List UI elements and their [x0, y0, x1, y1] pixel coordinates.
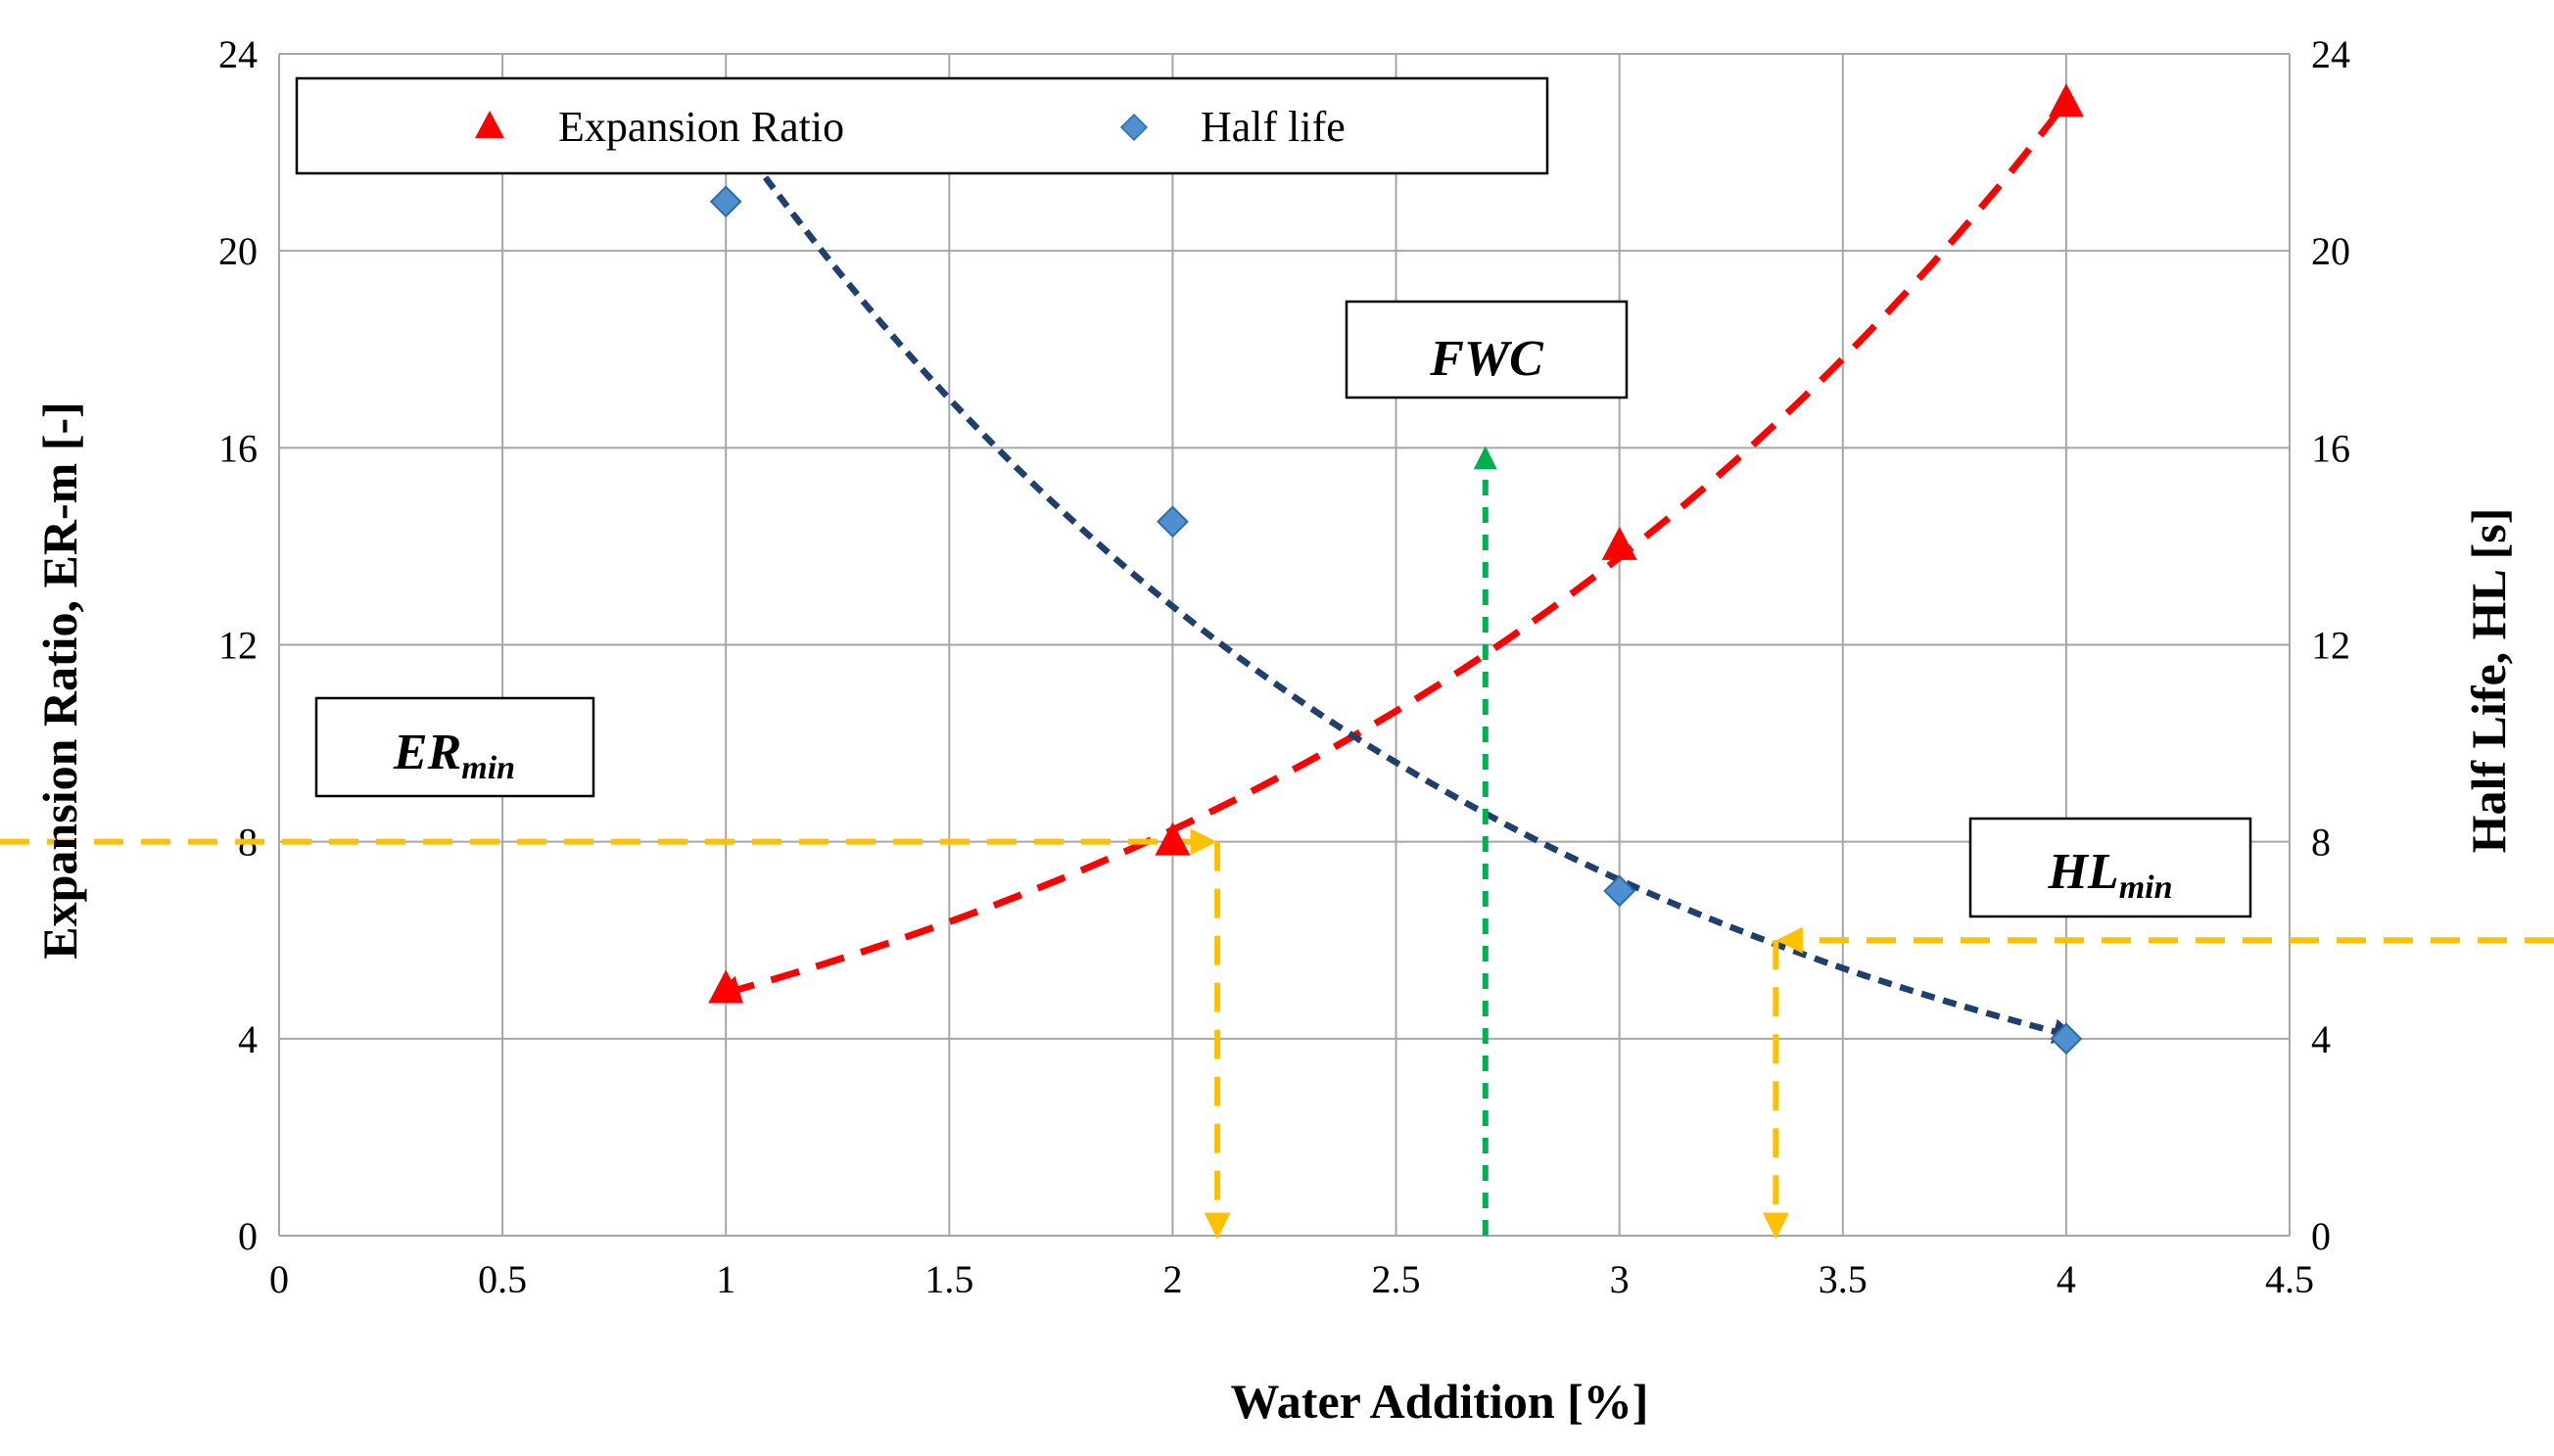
- data-points: [708, 83, 2084, 1056]
- trendline-expansion-ratio: [712, 99, 2069, 1003]
- legend-diamond-icon: [1119, 113, 1149, 142]
- x-tick-label: 2.5: [1372, 1257, 1421, 1301]
- y-axis-title-left: Expansion Ratio, ER-m [-]: [32, 401, 87, 959]
- x-axis-title: Water Addition [%]: [1231, 1374, 1649, 1429]
- annotation-er-min: ERmin: [314, 696, 595, 798]
- er-min-label: ER: [393, 725, 461, 780]
- half-life-point: [709, 185, 742, 218]
- trendlines: [712, 99, 2079, 1044]
- y-tick-label-left: 24: [218, 32, 258, 76]
- trendline-half-life: [723, 120, 2079, 1044]
- grid: [278, 53, 2291, 1237]
- er-min-sub: min: [461, 750, 515, 786]
- y-tick-label-right: 0: [2311, 1214, 2331, 1258]
- x-tick-label: 1.5: [924, 1257, 973, 1301]
- expansion-ratio-point: [2048, 83, 2084, 117]
- annotation-hl-min: HLmin: [1968, 817, 2252, 918]
- half-life-point: [1603, 874, 1636, 908]
- y-tick-label-left: 16: [218, 426, 258, 470]
- x-tick-label: 4: [2057, 1257, 2076, 1301]
- y-tick-label-right: 8: [2311, 821, 2331, 865]
- y-tick-label-right: 16: [2311, 426, 2350, 470]
- y-tick-label-right: 24: [2311, 32, 2350, 76]
- tick-labels: 00.511.522.533.544.504812162024048121620…: [218, 32, 2350, 1301]
- legend-triangle-icon: [475, 111, 504, 138]
- y-tick-label-right: 4: [2311, 1017, 2331, 1061]
- legend-label-half-life: Half life: [1201, 103, 1346, 151]
- x-tick-label: 1: [716, 1257, 735, 1301]
- legend-label-expansion-ratio: Expansion Ratio: [558, 103, 844, 151]
- y-tick-label-left: 12: [218, 624, 258, 668]
- x-tick-label: 2: [1162, 1257, 1182, 1301]
- annotation-fwc: FWC: [1345, 300, 1629, 399]
- svg-text:HLmin: HLmin: [2047, 844, 2172, 906]
- svg-text:ERmin: ERmin: [393, 725, 515, 786]
- y-tick-label-left: 20: [218, 229, 258, 273]
- y-tick-label-left: 4: [238, 1017, 258, 1061]
- svg-text:FWC: FWC: [1429, 331, 1544, 387]
- hl-min-label: HL: [2047, 844, 2118, 900]
- half-life-point: [2050, 1022, 2083, 1056]
- x-tick-label: 0: [269, 1257, 289, 1301]
- legend: Expansion Ratio Half life: [295, 76, 1549, 175]
- x-tick-label: 4.5: [2265, 1257, 2314, 1301]
- expansion-ratio-point: [1601, 526, 1637, 560]
- expansion-ratio-point: [708, 969, 744, 1004]
- y-axis-title-right: Half Life, HL [s]: [2461, 508, 2516, 854]
- hl-min-sub: min: [2119, 869, 2173, 906]
- x-tick-label: 3: [1610, 1257, 1630, 1301]
- y-tick-label-left: 0: [238, 1214, 258, 1258]
- legend-box: [295, 76, 1549, 175]
- expansion-ratio-point: [1155, 822, 1191, 856]
- guide-lines: [0, 446, 2554, 1240]
- x-tick-label: 3.5: [1819, 1257, 1868, 1301]
- y-tick-label-right: 20: [2311, 229, 2350, 273]
- y-tick-label-right: 12: [2311, 624, 2350, 668]
- x-tick-label: 0.5: [478, 1257, 527, 1301]
- half-life-point: [1157, 505, 1189, 539]
